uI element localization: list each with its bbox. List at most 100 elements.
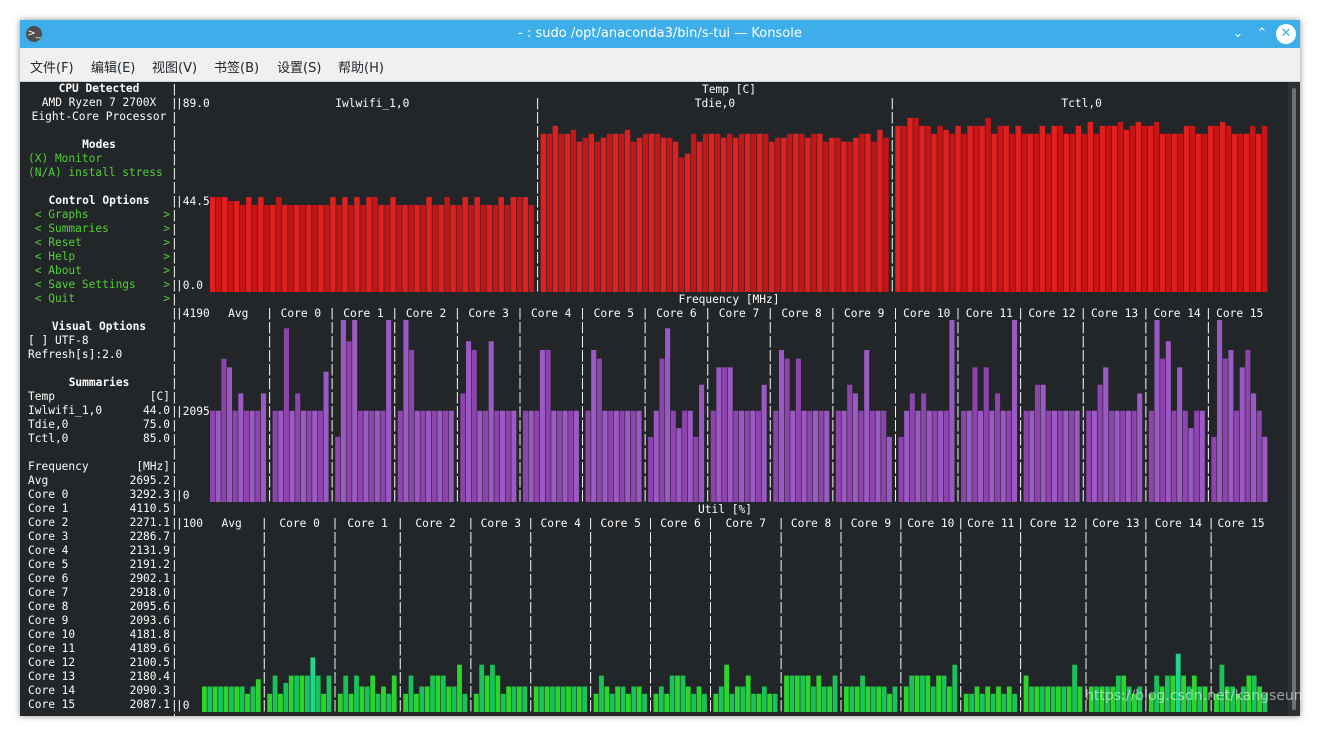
freq-sensor-label: Core 2 [28, 516, 69, 529]
freq-series-divider: | [266, 321, 273, 334]
util-bar [800, 675, 806, 712]
menu-view[interactable]: 视图(V) [152, 61, 198, 76]
freq-series-divider: | [955, 461, 962, 474]
mode-monitor-radio[interactable]: (X) Monitor [28, 152, 103, 165]
maximize-button[interactable]: ⌃ [1256, 26, 1268, 41]
freq-bar [1211, 436, 1217, 502]
freq-bar [272, 410, 278, 502]
util-series-divider: | [898, 587, 905, 600]
util-series-divider: | [397, 573, 404, 586]
scrollbar-thumb[interactable] [1292, 88, 1296, 710]
close-button[interactable]: ✕ [1276, 24, 1296, 44]
freq-series-divider: | [1017, 363, 1024, 376]
reset-button[interactable]: < Reset > [28, 236, 170, 250]
freq-series-divider: | [955, 475, 962, 488]
graphs-button[interactable]: < Graphs > [28, 208, 170, 222]
util-bar [974, 686, 980, 712]
temp-bar [594, 141, 601, 292]
freq-series-divider: | [955, 419, 962, 432]
util-bar [827, 686, 833, 712]
util-series-divider: | [468, 601, 475, 614]
menu-help[interactable]: 帮助(H) [338, 61, 384, 76]
freq-bar [243, 410, 250, 502]
util-bar [821, 686, 827, 712]
freq-sensor-value: 2090.3 [129, 684, 170, 697]
terminal-area[interactable]: | | | | | | | | | | | | | | | | | | | | | | | | | | | | | | | | | | | | | | | |… [20, 82, 1288, 716]
utf8-checkbox[interactable]: [ ] UTF-8 [28, 334, 89, 347]
freq-series-divider: | [642, 391, 649, 404]
util-bar [414, 693, 419, 712]
freq-series-divider: | [1205, 335, 1212, 348]
util-bar [599, 675, 604, 712]
freq-series-divider: | [579, 419, 586, 432]
summaries-button[interactable]: < Summaries > [28, 222, 170, 236]
menu-bookmarks[interactable]: 书签(B) [214, 61, 260, 76]
freq-series-label: Avg [228, 307, 248, 320]
util-series-divider: | [397, 559, 404, 572]
util-series-divider: | [707, 615, 714, 628]
terminal-icon[interactable]: >_ [26, 26, 42, 42]
menu-bar: 文件(F) 编辑(E) 视图(V) 书签(B) 设置(S) 帮助(H) [20, 48, 1300, 82]
temp-bar [630, 141, 637, 292]
quit-button[interactable]: < Quit > [28, 292, 170, 306]
util-series-divider: | [332, 671, 339, 684]
util-series-label: Avg [222, 517, 242, 530]
sidebar-separator: | [171, 489, 178, 502]
menu-settings[interactable]: 设置(S) [277, 61, 322, 76]
help-button[interactable]: < Help > [28, 250, 170, 264]
util-series-divider: | [778, 643, 785, 656]
freq-bar [1177, 367, 1183, 502]
util-series-divider: | [468, 559, 475, 572]
menu-file[interactable]: 文件(F) [30, 61, 74, 76]
freq-series-label: Core 8 [781, 307, 822, 320]
util-bar [930, 686, 936, 712]
terminal-scrollbar[interactable] [1288, 82, 1300, 716]
about-button[interactable]: < About > [28, 264, 170, 278]
freq-sensor-label: Core 5 [28, 558, 69, 571]
freq-series-divider: | [266, 433, 273, 446]
temp-bar [943, 129, 949, 292]
temp-bar [420, 204, 426, 292]
freq-series-divider: | [892, 447, 899, 460]
freq-bar [545, 349, 551, 502]
freq-bar [511, 410, 517, 502]
freq-bar [1074, 410, 1080, 502]
save-settings-button[interactable]: < Save Settings > [28, 278, 170, 292]
freq-bar [437, 410, 443, 502]
temp-series-divider: | [534, 195, 541, 208]
refresh-rate-field[interactable]: Refresh[s]:2.0 [28, 348, 123, 361]
minimize-button[interactable]: ⌄ [1232, 26, 1244, 41]
freq-bar [659, 358, 665, 502]
freq-series-divider: | [955, 349, 962, 362]
freq-bar [744, 410, 750, 502]
temp-bar [811, 133, 817, 292]
temp-bar [1063, 133, 1070, 292]
cpu-model-line2: Eight-Core Processor [31, 110, 167, 123]
freq-series-divider: | [955, 447, 962, 460]
right-angle-icon: > [163, 222, 170, 235]
util-series-divider: | [1083, 615, 1090, 628]
freq-series-divider: | [767, 461, 774, 474]
temp-bar [1009, 133, 1015, 292]
sidebar-separator: | [171, 111, 178, 124]
freq-series-divider: | [517, 419, 524, 432]
util-bar [936, 675, 942, 712]
menu-edit[interactable]: 编辑(E) [91, 61, 136, 76]
util-series-divider: | [707, 545, 714, 558]
freq-bar [665, 328, 671, 502]
util-bar [1056, 686, 1061, 712]
freq-summary-header: Frequency [MHz] [28, 460, 170, 474]
freq-series-divider: | [329, 307, 336, 320]
temp-bar [967, 125, 973, 292]
util-series-divider: | [898, 573, 905, 586]
temp-bar [558, 133, 565, 292]
freq-bar [1034, 384, 1041, 502]
util-bar [609, 693, 615, 712]
sidebar-separator: | [171, 657, 178, 670]
freq-series-divider: | [266, 489, 273, 502]
mode-stress-radio[interactable]: (N/A) install stress [28, 166, 163, 179]
util-bar [772, 693, 778, 712]
freq-bar [591, 349, 597, 502]
util-series-divider: | [527, 629, 534, 642]
title-bar[interactable]: >_ - : sudo /opt/anaconda3/bin/s-tui — K… [20, 20, 1300, 48]
